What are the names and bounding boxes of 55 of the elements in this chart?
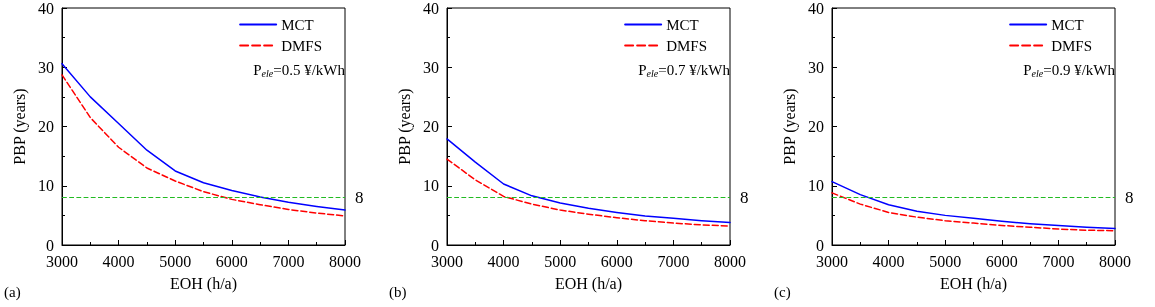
x-tick-label: 8000 <box>1099 252 1131 270</box>
ref-line-label: 8 <box>355 188 364 208</box>
x-tick-label: 4000 <box>102 252 135 270</box>
legend-label: MCT <box>281 16 314 33</box>
y-tick-label: 30 <box>808 58 824 76</box>
x-tick-label: 6000 <box>215 252 248 270</box>
y-tick-label: 40 <box>808 0 824 17</box>
ref-line-label: 8 <box>1125 188 1134 208</box>
line-series <box>831 192 1116 232</box>
legend-label: DMFS <box>1051 37 1092 54</box>
x-tick-label: 3000 <box>46 252 78 270</box>
legend-label: DMFS <box>666 37 707 54</box>
x-tick-label: 5000 <box>929 252 962 270</box>
x-tick-label: 3000 <box>431 252 463 270</box>
x-tick-label: 7000 <box>272 252 305 270</box>
x-axis-title: EOH (h/a) <box>939 274 1008 293</box>
y-tick-label: 10 <box>423 177 439 195</box>
y-tick-label: 10 <box>808 177 824 195</box>
x-tick-label: 4000 <box>487 252 520 270</box>
x-tick-label: 8000 <box>714 252 746 270</box>
x-tick-label: 5000 <box>159 252 192 270</box>
y-tick-label: 0 <box>431 236 439 254</box>
line-series <box>831 180 1116 230</box>
y-tick-label: 0 <box>46 236 54 254</box>
line-series <box>446 158 731 227</box>
text: (c) <box>774 283 791 301</box>
y-tick-label: 30 <box>423 58 439 76</box>
y-axis-title: PBP (years) <box>10 88 29 165</box>
text: (a) <box>4 283 21 301</box>
y-tick-label: 20 <box>423 118 439 135</box>
x-tick-label: 6000 <box>600 252 633 270</box>
x-axis-title: EOH (h/a) <box>554 274 623 293</box>
y-tick-label: 10 <box>38 177 54 195</box>
legend-label: MCT <box>1051 16 1084 33</box>
x-tick-label: 7000 <box>657 252 690 270</box>
x-tick-label: 3000 <box>816 252 848 270</box>
y-axis-title: PBP (years) <box>780 88 799 165</box>
x-axis-title: EOH (h/a) <box>169 274 238 293</box>
y-tick-label: 0 <box>816 236 824 254</box>
x-tick-label: 7000 <box>1042 252 1075 270</box>
x-tick-label: 4000 <box>872 252 905 270</box>
ref-line-label: 8 <box>740 188 749 208</box>
y-tick-label: 20 <box>808 118 824 135</box>
y-axis-title: PBP (years) <box>395 88 414 165</box>
y-tick-label: 40 <box>423 0 439 17</box>
line-series <box>446 138 731 224</box>
x-tick-label: 8000 <box>329 252 361 270</box>
legend-label: DMFS <box>281 37 322 54</box>
y-tick-label: 20 <box>38 118 54 135</box>
x-tick-label: 5000 <box>544 252 577 270</box>
legend-label: MCT <box>666 16 699 33</box>
text: (b) <box>389 283 407 301</box>
x-tick-label: 6000 <box>985 252 1018 270</box>
y-tick-label: 40 <box>38 0 54 17</box>
y-tick-label: 30 <box>38 58 54 76</box>
